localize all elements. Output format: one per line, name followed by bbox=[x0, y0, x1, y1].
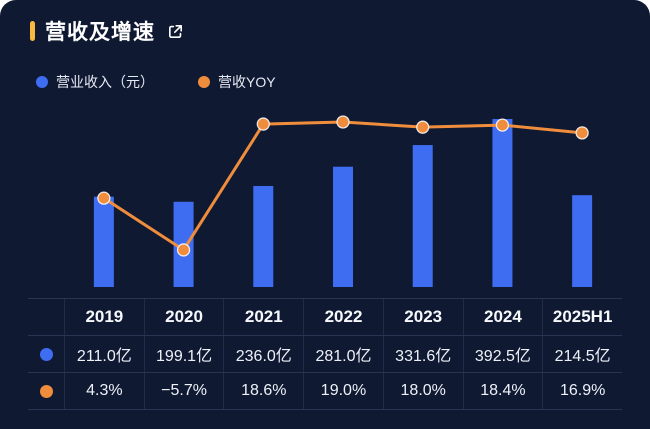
external-link-icon[interactable] bbox=[167, 23, 184, 40]
table-corner-cell bbox=[28, 299, 64, 335]
revenue-bar bbox=[412, 145, 433, 287]
yoy-point bbox=[176, 243, 191, 257]
page-title: 营收及增速 bbox=[45, 21, 155, 44]
table-cell: 236.0亿 bbox=[223, 336, 303, 372]
table-cell: 281.0亿 bbox=[303, 336, 383, 372]
table-header-cell: 2019 bbox=[64, 299, 144, 335]
revenue-bar bbox=[492, 119, 513, 287]
row-icon-cell bbox=[28, 373, 64, 409]
legend-item-revenue[interactable]: 营业收入（元） bbox=[36, 72, 154, 92]
data-table: 2019 2020 2021 2022 2023 2024 2025H1 211.0亿 199.… bbox=[28, 298, 622, 410]
revenue-bar bbox=[93, 196, 114, 287]
table-cell: 16.9% bbox=[542, 373, 622, 409]
yoy-point bbox=[575, 126, 589, 140]
table-header-cell: 2020 bbox=[143, 299, 224, 335]
table-header-cell: 2024 bbox=[462, 299, 543, 335]
legend: 营业收入（元） 营收YOY bbox=[36, 72, 276, 92]
table-cell: 392.5亿 bbox=[462, 336, 543, 372]
table-cell: 331.6亿 bbox=[382, 336, 463, 372]
table-header-row: 2019 2020 2021 2022 2023 2024 2025H1 bbox=[28, 298, 622, 336]
table-cell: 4.3% bbox=[64, 373, 144, 409]
yoy-point bbox=[416, 120, 430, 134]
table-cell: 199.1亿 bbox=[143, 336, 224, 372]
revenue-bar bbox=[572, 195, 593, 287]
yoy-point bbox=[256, 117, 270, 131]
revenue-bar bbox=[333, 166, 353, 287]
table-header-cell: 2023 bbox=[382, 299, 463, 335]
table-cell: −5.7% bbox=[143, 373, 224, 409]
table-row: 4.3% −5.7% 18.6% 19.0% 18.0% 18.4% 16.9% bbox=[28, 373, 622, 410]
table-header-cell: 2021 bbox=[223, 299, 303, 335]
revenue-bar bbox=[253, 185, 274, 287]
title-accent-bar bbox=[30, 21, 35, 41]
table-row: 211.0亿 199.1亿 236.0亿 281.0亿 331.6亿 392.5亿 214.… bbox=[28, 336, 622, 373]
table-cell: 214.5亿 bbox=[542, 336, 622, 372]
revenue-legend-dot bbox=[36, 76, 48, 88]
yoy-point bbox=[336, 115, 350, 129]
table-cell: 18.4% bbox=[462, 373, 543, 409]
table-cell: 211.0亿 bbox=[64, 336, 144, 372]
card-header: 营收及增速 bbox=[30, 16, 184, 46]
yoy-legend-dot bbox=[198, 76, 210, 88]
table-cell: 19.0% bbox=[303, 373, 383, 409]
legend-item-yoy[interactable]: 营收YOY bbox=[198, 72, 276, 92]
series-dot bbox=[39, 384, 53, 398]
combo-chart bbox=[93, 115, 593, 287]
series-dot bbox=[39, 347, 53, 361]
row-icon-cell bbox=[28, 336, 64, 372]
yoy-legend-label: 营收YOY bbox=[218, 74, 276, 90]
yoy-point bbox=[97, 191, 111, 205]
revenue-legend-label: 营业收入（元） bbox=[56, 74, 154, 90]
yoy-point bbox=[495, 118, 510, 132]
table-header-cell: 2025H1 bbox=[542, 299, 622, 335]
table-cell: 18.6% bbox=[223, 373, 303, 409]
table-header-cell: 2022 bbox=[303, 299, 383, 335]
table-cell: 18.0% bbox=[382, 373, 463, 409]
